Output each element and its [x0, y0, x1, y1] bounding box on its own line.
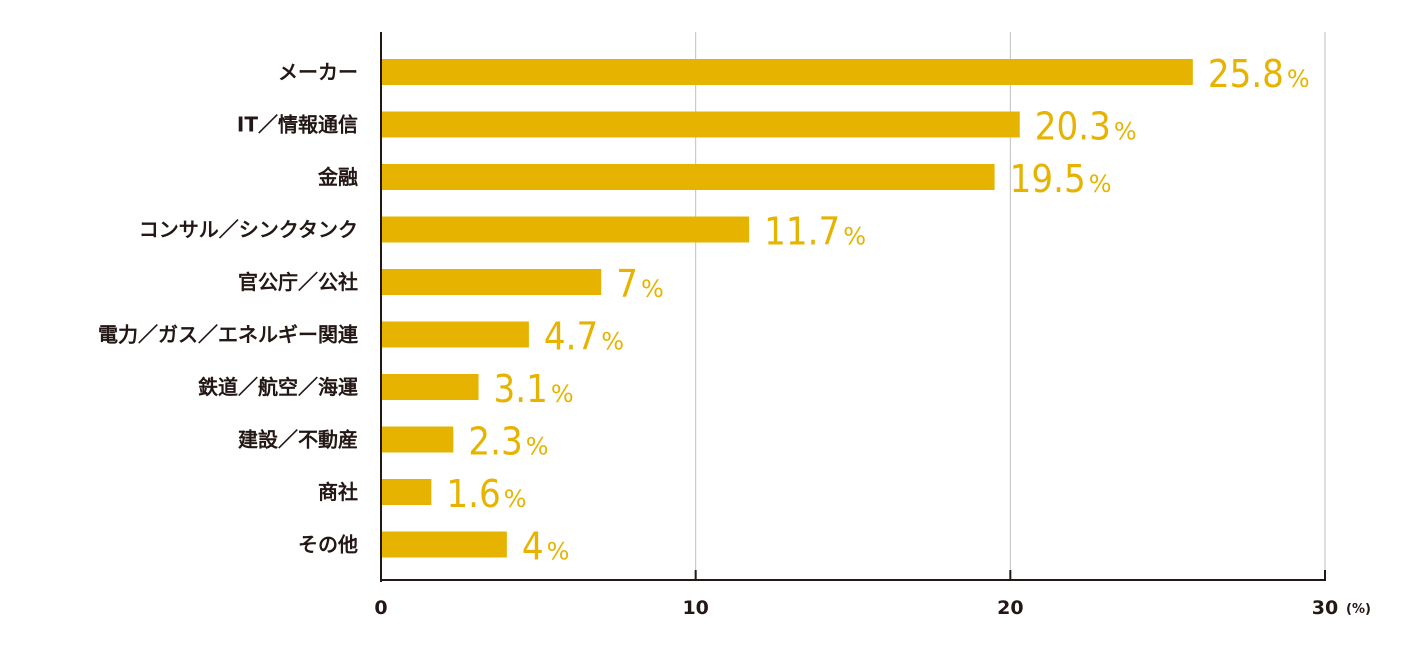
bar: [381, 59, 1193, 85]
bar: [381, 216, 750, 243]
category-label: その他: [298, 533, 358, 557]
label-layer: メーカー 25.8 % IT／情報通信 20.3 % 金融 19.5 % コンサル／シンクタンク 1…: [98, 52, 1310, 569]
category-label: 官公庁／公社: [238, 270, 358, 294]
category-label: IT／情報通信: [237, 113, 358, 137]
value-number: 25.8: [1208, 52, 1284, 96]
axis-layer: 0 10 20 30 (%): [374, 32, 1371, 619]
value-label: 7%: [616, 262, 664, 306]
bar: [381, 111, 1020, 138]
category-label: 建設／不動産: [238, 428, 358, 452]
value-number: 20.3: [1035, 105, 1111, 149]
value-percent-sign: %: [1287, 65, 1310, 93]
x-tick-label: 0: [374, 597, 387, 619]
value-number: 4: [522, 525, 544, 569]
value-label: 19.5%: [1010, 157, 1112, 201]
category-label: コンサル／シンクタンク: [139, 218, 358, 242]
bar: [381, 321, 529, 348]
value-percent-sign: %: [843, 223, 866, 251]
bar: [381, 374, 479, 400]
bar: [381, 426, 454, 453]
value-label: 2.3%: [468, 420, 548, 464]
bar: [381, 531, 507, 558]
value-percent-sign: %: [526, 433, 549, 461]
value-number: 19.5: [1010, 157, 1086, 201]
x-tick-label: 30: [1312, 597, 1338, 619]
value-number: 2.3: [468, 420, 522, 464]
value-number: 4.7: [544, 315, 598, 359]
value-label: 4%: [522, 525, 570, 569]
value-percent-sign: %: [1114, 118, 1137, 146]
category-label: 金融: [317, 165, 358, 189]
bar-layer: [381, 59, 1193, 558]
value-percent-sign: %: [1089, 170, 1112, 198]
x-tick-label: 20: [997, 597, 1023, 619]
value-label: 3.1%: [494, 367, 574, 411]
category-label: 電力／ガス／エネルギー関連: [98, 323, 359, 347]
value-number: 3.1: [494, 367, 548, 411]
value-percent-sign: %: [551, 380, 574, 408]
bar: [381, 269, 602, 295]
value-label: 25.8%: [1208, 52, 1310, 96]
category-label: 商社: [318, 480, 358, 504]
x-axis-unit: (%): [1346, 602, 1371, 617]
value-number: 11.7: [764, 210, 840, 254]
value-label: 4.7%: [544, 315, 624, 359]
value-percent-sign: %: [601, 328, 624, 356]
x-tick-label: 10: [682, 597, 708, 619]
value-percent-sign: %: [641, 275, 664, 303]
value-percent-sign: %: [504, 485, 527, 513]
bar: [381, 164, 995, 190]
value-label: 1.6%: [446, 472, 526, 516]
value-label: 20.3%: [1035, 105, 1137, 149]
bar: [381, 479, 432, 505]
category-label: 鉄道／航空／海運: [198, 375, 358, 399]
value-number: 7: [616, 262, 638, 306]
value-number: 1.6: [446, 472, 500, 516]
value-percent-sign: %: [547, 538, 570, 566]
value-label: 11.7%: [764, 210, 866, 254]
category-label: メーカー: [278, 60, 358, 84]
